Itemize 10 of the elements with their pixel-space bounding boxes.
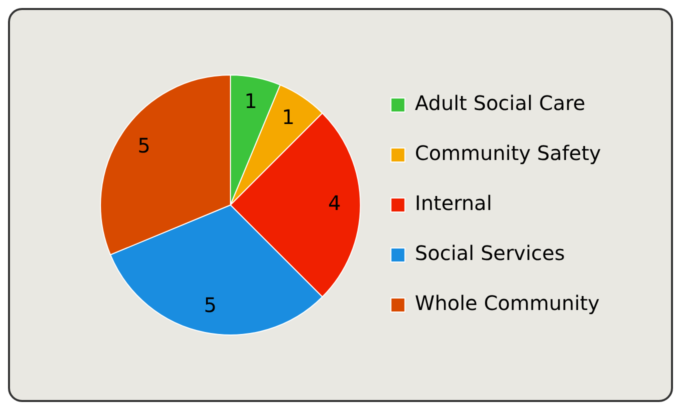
legend-label: Adult Social Care (414, 91, 586, 116)
data-label: 5 (204, 293, 217, 318)
data-label: 5 (138, 133, 150, 158)
legend-label: Community Safety (414, 141, 602, 166)
data-label: 1 (244, 89, 258, 114)
legend-label: Whole Community (414, 291, 600, 316)
data-label: 1 (282, 104, 295, 129)
legend-label: Internal (414, 191, 492, 216)
data-label: 4 (328, 191, 341, 216)
legend-label: Social Services (414, 241, 565, 266)
